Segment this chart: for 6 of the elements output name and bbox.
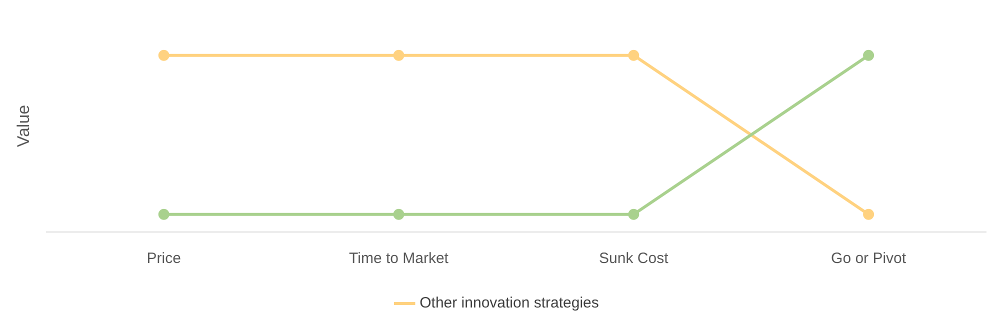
y-axis-title: Value [14,104,33,148]
legend-label: Other innovation strategies [420,294,599,312]
x-tick-label: Price [146,250,181,268]
x-tick-label: Time to Market [349,250,450,268]
x-tick-label: Go or Pivot [831,250,907,268]
x-tick-label: Sunk Cost [599,250,670,268]
